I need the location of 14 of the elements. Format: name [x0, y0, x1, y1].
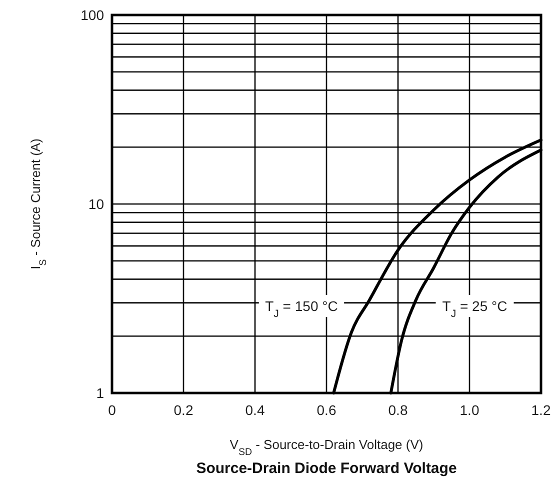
x-tick-label: 0.4 — [245, 402, 265, 418]
series-label: T$_{J}$ = 150 °C — [265, 298, 338, 320]
x-axis-title: V$_{SD}$ - Source-to-Drain Voltage (V) — [230, 437, 424, 458]
x-tick-label: 1.0 — [460, 402, 480, 418]
x-tick-label: 0.6 — [316, 402, 336, 418]
y-tick-label: 10 — [88, 196, 104, 212]
x-tick-label: 1.2 — [531, 402, 551, 418]
x-tick-label: 0.2 — [174, 402, 194, 418]
y-tick-label: 100 — [80, 7, 104, 23]
text: Source-Drain Diode Forward Voltage — [196, 460, 457, 477]
y-tick-label: 1 — [96, 385, 104, 401]
x-tick-label: 0.8 — [388, 402, 408, 418]
series-label: T$_{J}$ = 25 °C — [442, 298, 508, 320]
x-tick-label: 0 — [108, 402, 116, 418]
